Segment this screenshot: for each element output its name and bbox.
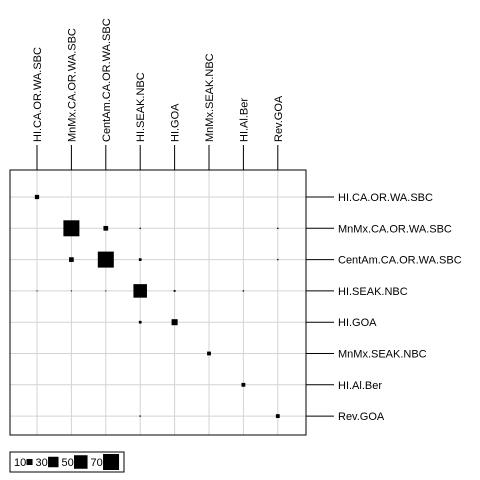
legend: 10 30 50 70 (9, 451, 125, 473)
x-tick-label: HI.Al.Ber (238, 98, 250, 142)
data-square (207, 351, 211, 356)
data-square (173, 289, 176, 292)
legend-square (103, 454, 120, 470)
data-square (70, 290, 72, 292)
x-tick-label: MnMx.SEAK.NBC (204, 53, 216, 142)
data-square (69, 257, 74, 262)
data-squares (34, 194, 280, 419)
y-tick-label: MnMx.SEAK.NBC (338, 349, 427, 361)
data-square (139, 227, 141, 229)
data-square (171, 319, 178, 326)
data-square (242, 290, 245, 292)
legend-box (9, 451, 125, 473)
x-tick-label: HI.SEAK.NBC (135, 72, 147, 142)
data-square (138, 320, 142, 324)
y-tick-label: HI.CA.OR.WA.SBC (338, 192, 433, 204)
data-square (138, 258, 142, 261)
data-square (133, 284, 147, 298)
y-tick-label: HI.Al.Ber (338, 380, 382, 392)
y-tick-label: MnMx.CA.OR.WA.SBC (338, 223, 452, 235)
legend-label: 10 (14, 457, 26, 469)
data-square (105, 290, 107, 292)
x-tick-label: HI.GOA (170, 103, 182, 142)
data-square (275, 414, 280, 419)
data-square (97, 251, 114, 268)
plot-frame (9, 169, 307, 436)
right-axis: HI.CA.OR.WA.SBC MnMx.CA.OR.WA.SBC CentAm.C… (306, 192, 462, 423)
legend-label: 50 (62, 457, 74, 469)
legend-square (26, 458, 33, 466)
top-axis: HI.CA.OR.WA.SBC MnMx.CA.OR.WA.SBC CentAm.C… (32, 18, 285, 170)
data-square (63, 220, 80, 237)
data-square (241, 382, 246, 387)
legend-square (74, 455, 88, 469)
y-tick-label: HI.GOA (338, 317, 377, 329)
y-tick-label: HI.SEAK.NBC (338, 286, 408, 298)
legend-square (48, 456, 59, 468)
y-tick-label: CentAm.CA.OR.WA.SBC (338, 255, 462, 267)
x-tick-label: MnMx.CA.OR.WA.SBC (66, 28, 78, 142)
x-tick-label: HI.CA.OR.WA.SBC (32, 47, 44, 142)
x-tick-label: Rev.GOA (273, 95, 285, 142)
legend-label: 70 (91, 457, 103, 469)
data-square (139, 415, 141, 417)
data-square (36, 290, 38, 292)
data-square (277, 227, 279, 229)
y-tick-label: Rev.GOA (338, 411, 385, 423)
x-tick-label: CentAm.CA.OR.WA.SBC (101, 18, 113, 142)
data-square (103, 225, 109, 231)
data-square (277, 258, 279, 261)
legend-label: 30 (36, 457, 48, 469)
grid-lines (10, 170, 306, 435)
data-square (34, 194, 40, 200)
